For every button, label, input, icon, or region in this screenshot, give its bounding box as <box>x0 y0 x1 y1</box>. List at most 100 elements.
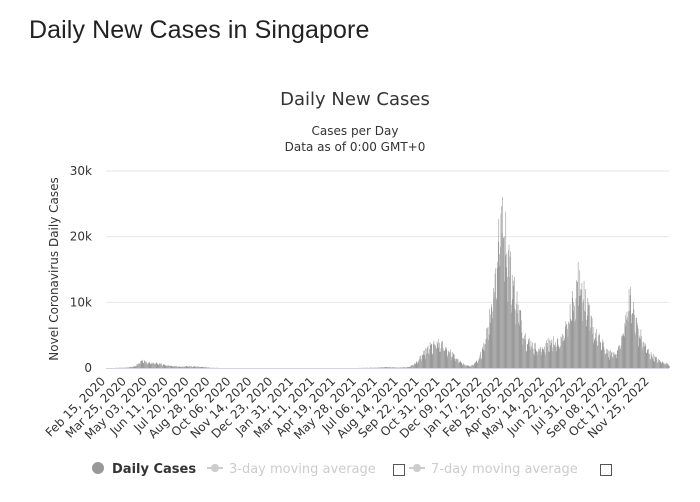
bar <box>429 348 430 368</box>
bar <box>662 361 663 368</box>
chart-subtitle-line1: Cases per Day <box>312 124 399 138</box>
bar <box>160 363 161 368</box>
bar <box>184 366 186 368</box>
bar <box>476 360 478 368</box>
bar <box>177 367 178 368</box>
bar <box>654 355 656 368</box>
bar <box>496 267 498 368</box>
bar <box>554 345 555 368</box>
bar <box>636 322 638 368</box>
checkbox-3-day-average[interactable] <box>393 464 405 476</box>
bar <box>578 305 579 368</box>
bar <box>544 352 546 368</box>
bar <box>610 350 611 368</box>
legend-item-daily-cases[interactable]: Daily Cases <box>92 462 196 477</box>
bar <box>393 367 395 368</box>
bar <box>444 350 445 368</box>
bar <box>138 363 140 368</box>
y-axis-label: Novel Coronavirus Daily Cases <box>47 177 61 360</box>
bar <box>140 361 141 368</box>
bar <box>590 315 592 368</box>
bar <box>445 347 447 368</box>
bar <box>650 352 652 368</box>
bar <box>627 321 629 368</box>
bar <box>543 349 545 368</box>
bar <box>411 365 413 368</box>
line-dot-icon <box>207 464 223 472</box>
bar <box>527 338 529 368</box>
bar <box>177 366 179 368</box>
bar <box>531 348 533 368</box>
bar <box>538 351 540 368</box>
bar <box>419 356 421 368</box>
bar <box>392 367 394 368</box>
bar <box>490 304 492 368</box>
checkbox-7-day-average[interactable] <box>600 464 612 476</box>
bar <box>667 363 668 368</box>
bar <box>582 321 583 368</box>
bar <box>590 327 591 368</box>
bar <box>652 353 654 368</box>
bar <box>630 286 631 368</box>
bar <box>454 359 456 368</box>
bar <box>469 366 470 368</box>
bar <box>487 327 488 368</box>
bar <box>186 366 188 368</box>
bar <box>462 364 463 368</box>
bar <box>634 314 635 368</box>
bar <box>557 338 559 368</box>
bar <box>169 366 170 368</box>
bar <box>197 366 199 368</box>
bar <box>129 367 131 368</box>
bar <box>626 319 627 368</box>
bar <box>174 366 175 368</box>
legend-item-3-day-average[interactable]: 3-day moving average <box>207 462 376 477</box>
bar <box>541 348 543 368</box>
bar <box>561 341 563 368</box>
bar <box>206 367 207 368</box>
bar <box>390 367 392 368</box>
bar <box>134 366 136 368</box>
bar <box>558 344 559 368</box>
bar <box>170 365 171 368</box>
legend-item-7-day-average[interactable]: 7-day moving average <box>409 462 578 477</box>
bar <box>499 254 500 368</box>
bar <box>656 357 657 368</box>
bar <box>560 336 562 368</box>
bar <box>434 345 436 368</box>
bar <box>618 346 619 368</box>
bar <box>459 362 460 368</box>
bar <box>486 328 487 368</box>
bar <box>484 344 485 368</box>
bar <box>430 345 431 368</box>
bar <box>552 347 554 368</box>
bar <box>178 366 179 368</box>
bar <box>130 366 131 368</box>
bar <box>568 321 569 368</box>
bar <box>414 363 416 368</box>
bar <box>464 365 466 368</box>
bar <box>578 295 580 368</box>
bar <box>156 363 158 368</box>
bar <box>145 361 146 368</box>
bar <box>148 362 150 368</box>
bar <box>168 365 169 368</box>
bar <box>493 297 495 368</box>
bar <box>504 255 506 368</box>
bar <box>382 367 384 368</box>
bar <box>579 270 581 368</box>
bar <box>597 345 598 368</box>
bar <box>193 366 195 368</box>
bar <box>524 339 526 368</box>
bar <box>525 351 527 368</box>
bar <box>551 342 552 368</box>
bar <box>436 341 438 368</box>
bar <box>449 353 450 368</box>
bar <box>570 318 571 368</box>
bar <box>465 365 466 368</box>
bar <box>382 367 383 368</box>
y-tick-label: 30k <box>70 164 92 178</box>
bar <box>423 350 425 368</box>
bar <box>568 323 570 368</box>
